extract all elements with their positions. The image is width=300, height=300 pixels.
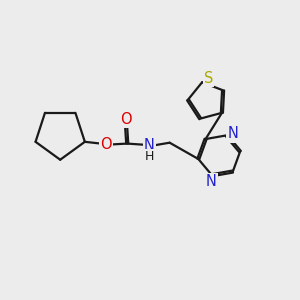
Text: H: H bbox=[145, 150, 154, 163]
Text: N: N bbox=[144, 138, 155, 153]
Text: N: N bbox=[206, 174, 217, 189]
Text: S: S bbox=[204, 71, 213, 86]
Text: O: O bbox=[120, 112, 132, 127]
Text: O: O bbox=[100, 137, 112, 152]
Text: N: N bbox=[227, 126, 239, 141]
